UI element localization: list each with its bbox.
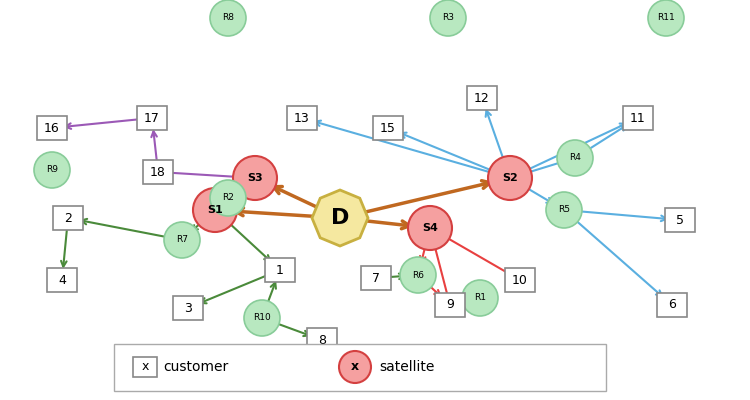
- FancyBboxPatch shape: [143, 160, 173, 184]
- FancyBboxPatch shape: [361, 266, 391, 290]
- Circle shape: [557, 140, 593, 176]
- Polygon shape: [312, 190, 368, 246]
- Text: R1: R1: [474, 294, 486, 302]
- FancyBboxPatch shape: [287, 106, 317, 130]
- Text: 1: 1: [276, 264, 284, 276]
- Circle shape: [648, 0, 684, 36]
- FancyBboxPatch shape: [623, 106, 653, 130]
- Text: R10: R10: [253, 314, 271, 322]
- FancyBboxPatch shape: [37, 116, 67, 140]
- Text: 12: 12: [474, 92, 490, 104]
- FancyBboxPatch shape: [47, 268, 77, 292]
- Text: D: D: [331, 208, 350, 228]
- FancyBboxPatch shape: [307, 328, 337, 352]
- Text: 17: 17: [144, 112, 160, 124]
- Circle shape: [233, 156, 277, 200]
- FancyBboxPatch shape: [137, 106, 167, 130]
- Circle shape: [408, 206, 452, 250]
- Text: R4: R4: [569, 154, 581, 162]
- Circle shape: [193, 188, 237, 232]
- Text: R7: R7: [176, 236, 188, 244]
- Text: satellite: satellite: [379, 360, 434, 374]
- Text: 4: 4: [58, 274, 66, 286]
- FancyBboxPatch shape: [373, 116, 403, 140]
- Circle shape: [400, 257, 436, 293]
- Text: R9: R9: [46, 166, 58, 174]
- Text: 16: 16: [44, 122, 60, 134]
- Text: 11: 11: [630, 112, 646, 124]
- Text: 7: 7: [372, 272, 380, 284]
- Circle shape: [34, 152, 70, 188]
- FancyBboxPatch shape: [665, 208, 695, 232]
- Text: R6: R6: [412, 270, 424, 280]
- FancyBboxPatch shape: [435, 293, 465, 317]
- Text: R8: R8: [222, 14, 234, 22]
- Text: 3: 3: [184, 302, 192, 314]
- Circle shape: [244, 300, 280, 336]
- Circle shape: [430, 0, 466, 36]
- Text: 10: 10: [512, 274, 528, 286]
- Circle shape: [488, 156, 532, 200]
- Circle shape: [210, 180, 246, 216]
- Text: x: x: [141, 360, 148, 374]
- FancyBboxPatch shape: [657, 293, 687, 317]
- FancyBboxPatch shape: [114, 344, 606, 391]
- Text: S4: S4: [422, 223, 438, 233]
- Text: 18: 18: [150, 166, 166, 178]
- Text: S3: S3: [248, 173, 262, 183]
- Text: 15: 15: [380, 122, 396, 134]
- Text: x: x: [351, 360, 359, 374]
- FancyBboxPatch shape: [133, 357, 157, 377]
- Text: 8: 8: [318, 334, 326, 346]
- Circle shape: [462, 280, 498, 316]
- FancyBboxPatch shape: [173, 296, 203, 320]
- Text: 2: 2: [64, 212, 72, 224]
- Text: 9: 9: [446, 298, 454, 312]
- FancyBboxPatch shape: [467, 86, 497, 110]
- FancyBboxPatch shape: [265, 258, 295, 282]
- Text: 5: 5: [676, 214, 684, 226]
- Text: R5: R5: [558, 206, 570, 214]
- Text: 6: 6: [668, 298, 676, 312]
- Circle shape: [546, 192, 582, 228]
- Text: R11: R11: [657, 14, 675, 22]
- Circle shape: [210, 0, 246, 36]
- FancyBboxPatch shape: [505, 268, 535, 292]
- Circle shape: [339, 351, 371, 383]
- Circle shape: [164, 222, 200, 258]
- Text: R2: R2: [222, 194, 234, 202]
- Text: S1: S1: [207, 205, 223, 215]
- FancyBboxPatch shape: [53, 206, 83, 230]
- Text: 13: 13: [294, 112, 310, 124]
- Text: customer: customer: [163, 360, 228, 374]
- Text: R3: R3: [442, 14, 454, 22]
- Text: S2: S2: [503, 173, 518, 183]
